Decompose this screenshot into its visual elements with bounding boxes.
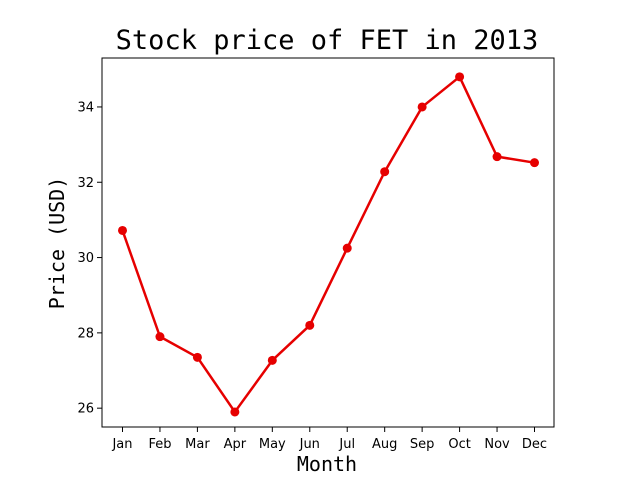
data-point-feb <box>155 332 164 341</box>
y-tick-label-32: 32 <box>77 176 94 191</box>
x-axis-label: Month <box>297 452 357 476</box>
data-point-sep <box>418 102 427 111</box>
x-tick-label-jan: Jan <box>111 437 132 452</box>
chart-title: Stock price of FET in 2013 <box>116 25 539 56</box>
x-tick-label-aug: Aug <box>372 437 397 452</box>
y-tick-label-28: 28 <box>77 326 94 341</box>
x-tick-label-oct: Oct <box>448 437 470 452</box>
x-tick-label-may: May <box>259 437 286 452</box>
y-tick-label-34: 34 <box>77 100 94 115</box>
y-axis-label: Price (USD) <box>45 177 69 309</box>
plot-area: Jan Feb Mar Apr May Jun Jul Aug Sep Oct Nov Dec 26 28… <box>77 72 547 452</box>
y-tick-label-26: 26 <box>77 402 94 417</box>
x-tick-label-dec: Dec <box>522 437 547 452</box>
data-point-jun <box>305 321 314 330</box>
x-tick-label-apr: Apr <box>224 437 247 452</box>
x-tick-label-mar: Mar <box>185 437 210 452</box>
x-tick-label-nov: Nov <box>484 437 510 452</box>
data-point-jul <box>343 244 352 253</box>
x-tick-label-jul: Jul <box>338 437 355 452</box>
x-tick-label-jun: Jun <box>299 437 320 452</box>
y-tick-label-30: 30 <box>77 251 94 266</box>
data-point-dec <box>530 158 539 167</box>
x-tick-label-feb: Feb <box>148 437 171 452</box>
data-point-aug <box>380 167 389 176</box>
data-point-mar <box>193 353 202 362</box>
data-point-apr <box>230 407 239 416</box>
series-line-0 <box>123 77 535 412</box>
data-point-nov <box>493 152 502 161</box>
x-tick-label-sep: Sep <box>410 437 435 452</box>
data-point-oct <box>455 72 464 81</box>
data-point-may <box>268 356 277 365</box>
plot-frame <box>102 58 554 427</box>
data-point-jan <box>118 226 127 235</box>
